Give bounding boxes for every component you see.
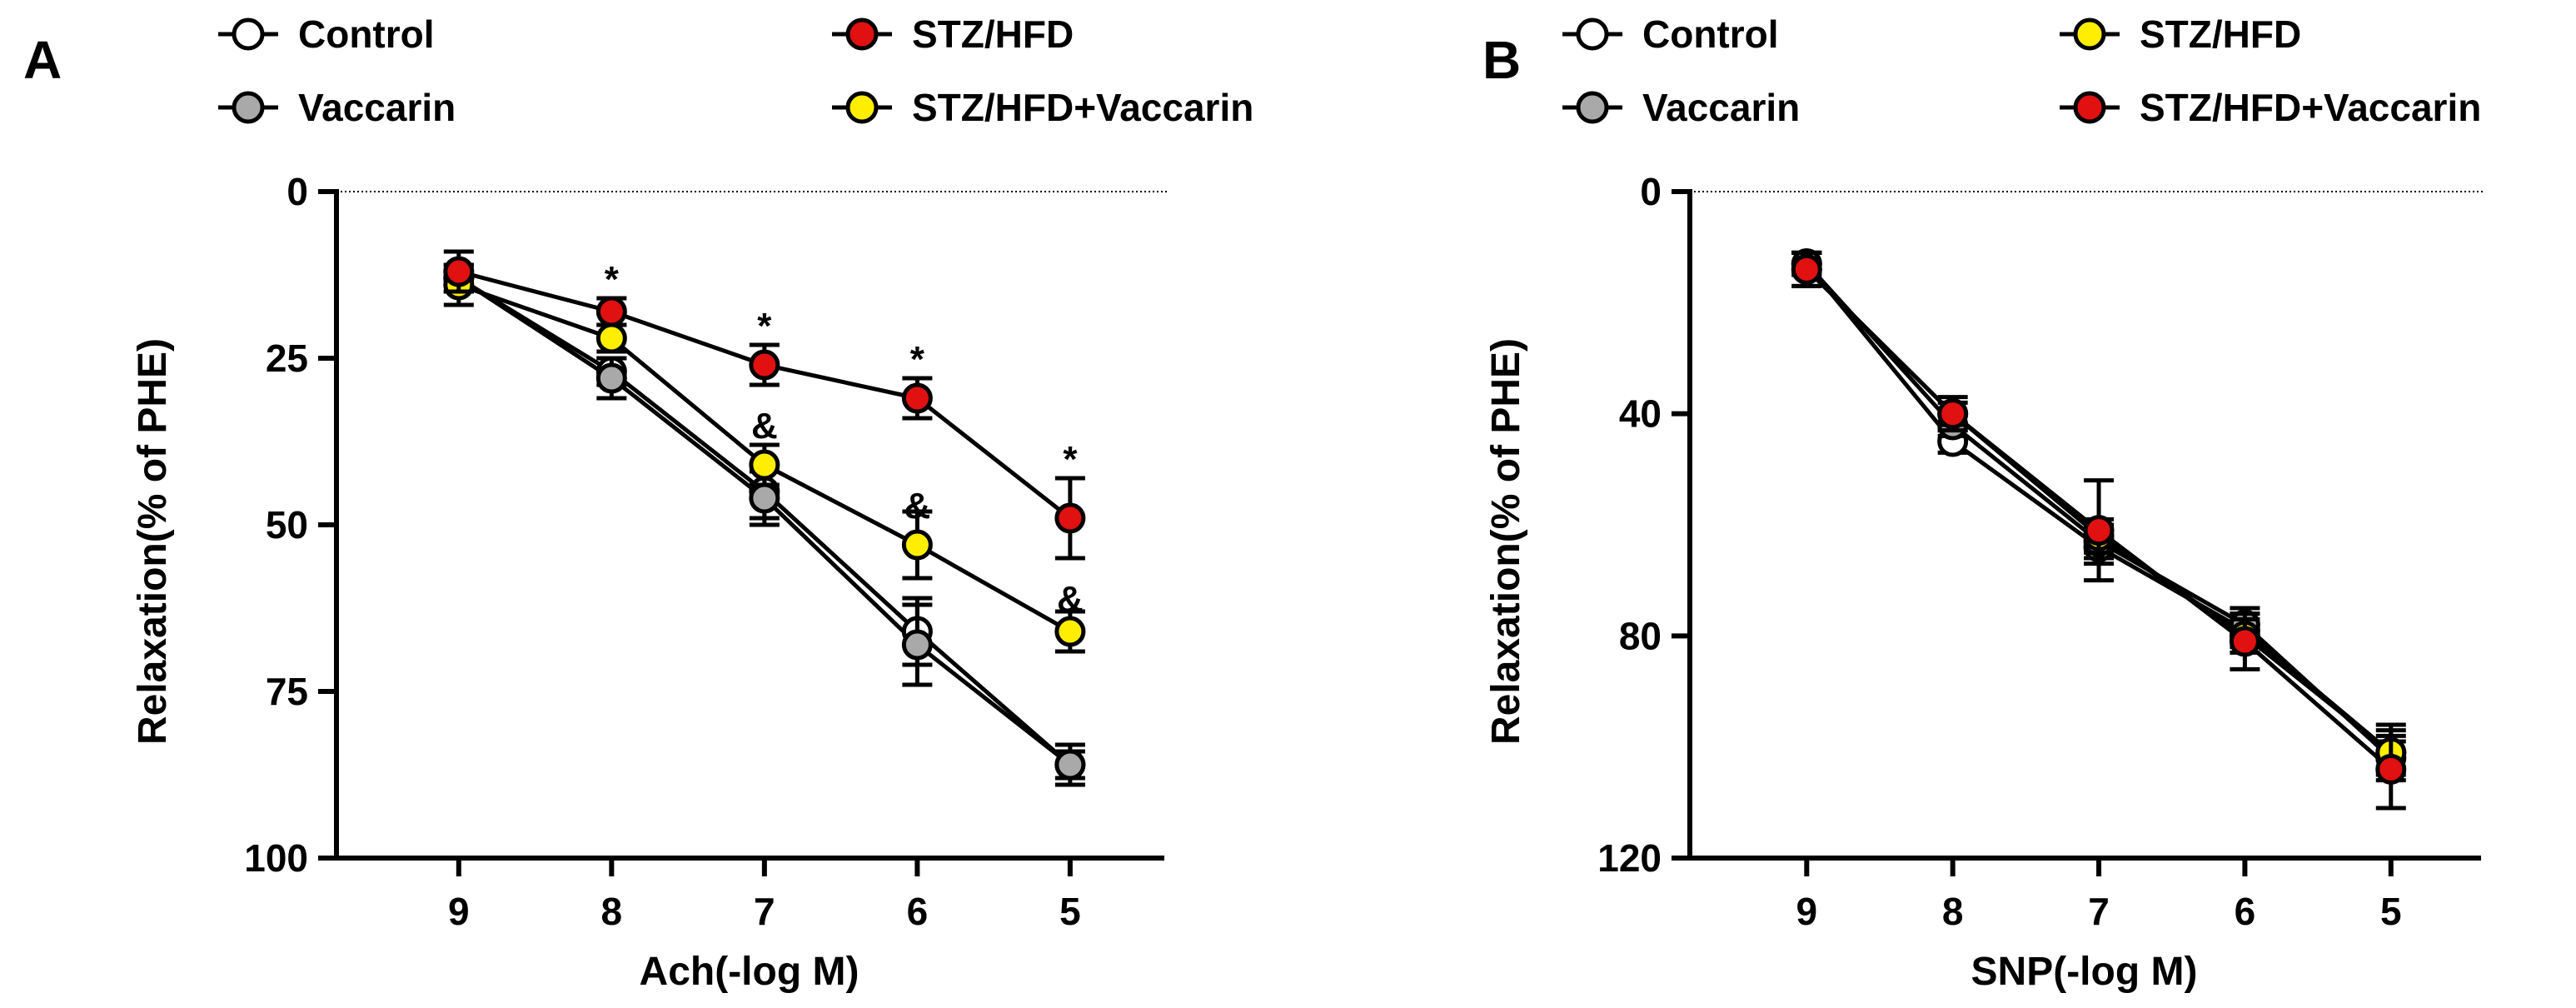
- panel-b-y-tick-label-120: 120: [1597, 836, 1662, 880]
- panel-b-x-tick-label-6: 6: [2235, 890, 2256, 933]
- panel-a-annotation-asterisk-8: *: [605, 259, 620, 300]
- legend-b-stz-hfd-marker: [2073, 17, 2106, 51]
- legend-a-stz-hfd-vaccarin-label: STZ/HFD+Vaccarin: [912, 86, 1253, 129]
- panel-a-series-vaccarin-point-5: [1054, 749, 1086, 781]
- panel-b-letter: B: [1482, 30, 1521, 90]
- panel-a-x-axis-title: Ach(-log M): [640, 950, 859, 994]
- panel-a-series-vaccarin-point-8: [595, 362, 627, 394]
- panel-b-x-tick-label-7: 7: [2088, 890, 2110, 933]
- panel-b-x-axis-title: SNP(-log M): [1971, 950, 2198, 994]
- legend-a-stz-hfd-marker: [845, 17, 879, 51]
- panel-a-annotation-ampersand-6: &: [904, 486, 930, 526]
- panel-b-series-stz-hfd-vaccarin-point-9: [1791, 253, 1822, 285]
- panel-a-series-stz-hfd-point-5: [1054, 502, 1086, 534]
- panel-a-series-stz-hfd-point-8: [595, 296, 627, 327]
- panel-b-y-axis-title: Relaxation(% of PHE): [1484, 338, 1528, 745]
- panel-a-series-vaccarin-point-7: [749, 482, 780, 514]
- panel-a-series-stz-hfd-point-6: [901, 382, 933, 414]
- legend-a-vaccarin-marker: [232, 91, 265, 124]
- panel-a-letter: A: [23, 30, 62, 90]
- panel-a-y-tick-label-0: 0: [286, 170, 308, 213]
- panel-a-y-tick-label-50: 50: [266, 503, 308, 546]
- legend-a-vaccarin-label: Vaccarin: [298, 86, 456, 129]
- panel-a-series-stz-hfd-vaccarin-point-5: [1054, 616, 1086, 647]
- legend-a-control-label: Control: [298, 12, 435, 56]
- panel-b-series-stz-hfd-vaccarin-point-6: [2229, 626, 2260, 657]
- panel-b-series-stz-hfd-vaccarin-point-5: [2375, 753, 2407, 785]
- panel-a-series-stz-hfd-vaccarin-point-8: [595, 322, 627, 354]
- panel-a-series-stz-hfd-vaccarin-point-6: [901, 529, 933, 561]
- panel-a-x-tick-label-9: 9: [448, 890, 470, 933]
- panel-a-annotation-asterisk-5: *: [1063, 439, 1078, 480]
- panel-b-series-stz-hfd-vaccarin-point-8: [1937, 398, 1969, 430]
- legend-b-control-marker: [1576, 17, 1609, 51]
- panel-b-x-tick-label-8: 8: [1942, 890, 1964, 933]
- legend-b-control-label: Control: [1642, 12, 1779, 56]
- panel-a-annotation-ampersand-5: &: [1057, 579, 1084, 620]
- panel-b-x-tick-label-9: 9: [1796, 890, 1817, 933]
- panel-b-series-stz-hfd-vaccarin-point-7: [2083, 515, 2115, 546]
- legend-b-vaccarin-marker: [1576, 91, 1609, 124]
- panel-b-y-tick-label-0: 0: [1640, 170, 1662, 213]
- panel-a-y-tick-label-100: 100: [244, 836, 308, 880]
- panel-a-y-tick-label-75: 75: [266, 670, 308, 713]
- panel-b-x-tick-label-5: 5: [2380, 890, 2402, 933]
- panel-b-chart: B Control STZ/HFD Vaccarin STZ/HFD+Vaccarin 0…: [1482, 12, 2484, 994]
- panel-b-y-tick-label-40: 40: [1619, 392, 1662, 436]
- panel-a-x-tick-label-5: 5: [1059, 890, 1081, 933]
- panel-a-annotation-asterisk-7: *: [757, 306, 772, 347]
- panel-a-x-tick-label-6: 6: [907, 890, 929, 933]
- legend-b-vaccarin-label: Vaccarin: [1642, 86, 1800, 129]
- legend-a-stz-hfd-vaccarin-marker: [845, 91, 879, 124]
- panel-a-series-stz-hfd-point-9: [443, 256, 475, 287]
- legend-b-stz-hfd-label: STZ/HFD: [2140, 12, 2301, 56]
- panel-a-series-vaccarin-point-6: [901, 629, 933, 661]
- panel-a-series-stz-hfd-point-7: [749, 349, 780, 381]
- panel-a-annotation-asterisk-6: *: [910, 339, 925, 380]
- legend-b-stz-hfd-vaccarin-marker: [2073, 91, 2106, 124]
- panel-a-series-stz-hfd-vaccarin-point-7: [749, 449, 780, 481]
- panel-a-y-tick-label-25: 25: [266, 337, 308, 380]
- legend-b-stz-hfd-vaccarin-label: STZ/HFD+Vaccarin: [2140, 86, 2481, 129]
- panel-a-y-axis-title: Relaxation(% of PHE): [131, 338, 175, 745]
- panel-a-x-tick-label-8: 8: [601, 890, 623, 933]
- panel-b-y-tick-label-80: 80: [1619, 614, 1662, 657]
- panel-a-chart: A Control STZ/HFD Vaccarin STZ/HFD+Vaccarin 0…: [23, 12, 1253, 994]
- panel-a-annotation-ampersand-7: &: [751, 406, 778, 447]
- legend-a-stz-hfd-label: STZ/HFD: [912, 12, 1074, 56]
- panel-a-x-tick-label-7: 7: [754, 890, 775, 933]
- legend-a-control-marker: [232, 17, 265, 51]
